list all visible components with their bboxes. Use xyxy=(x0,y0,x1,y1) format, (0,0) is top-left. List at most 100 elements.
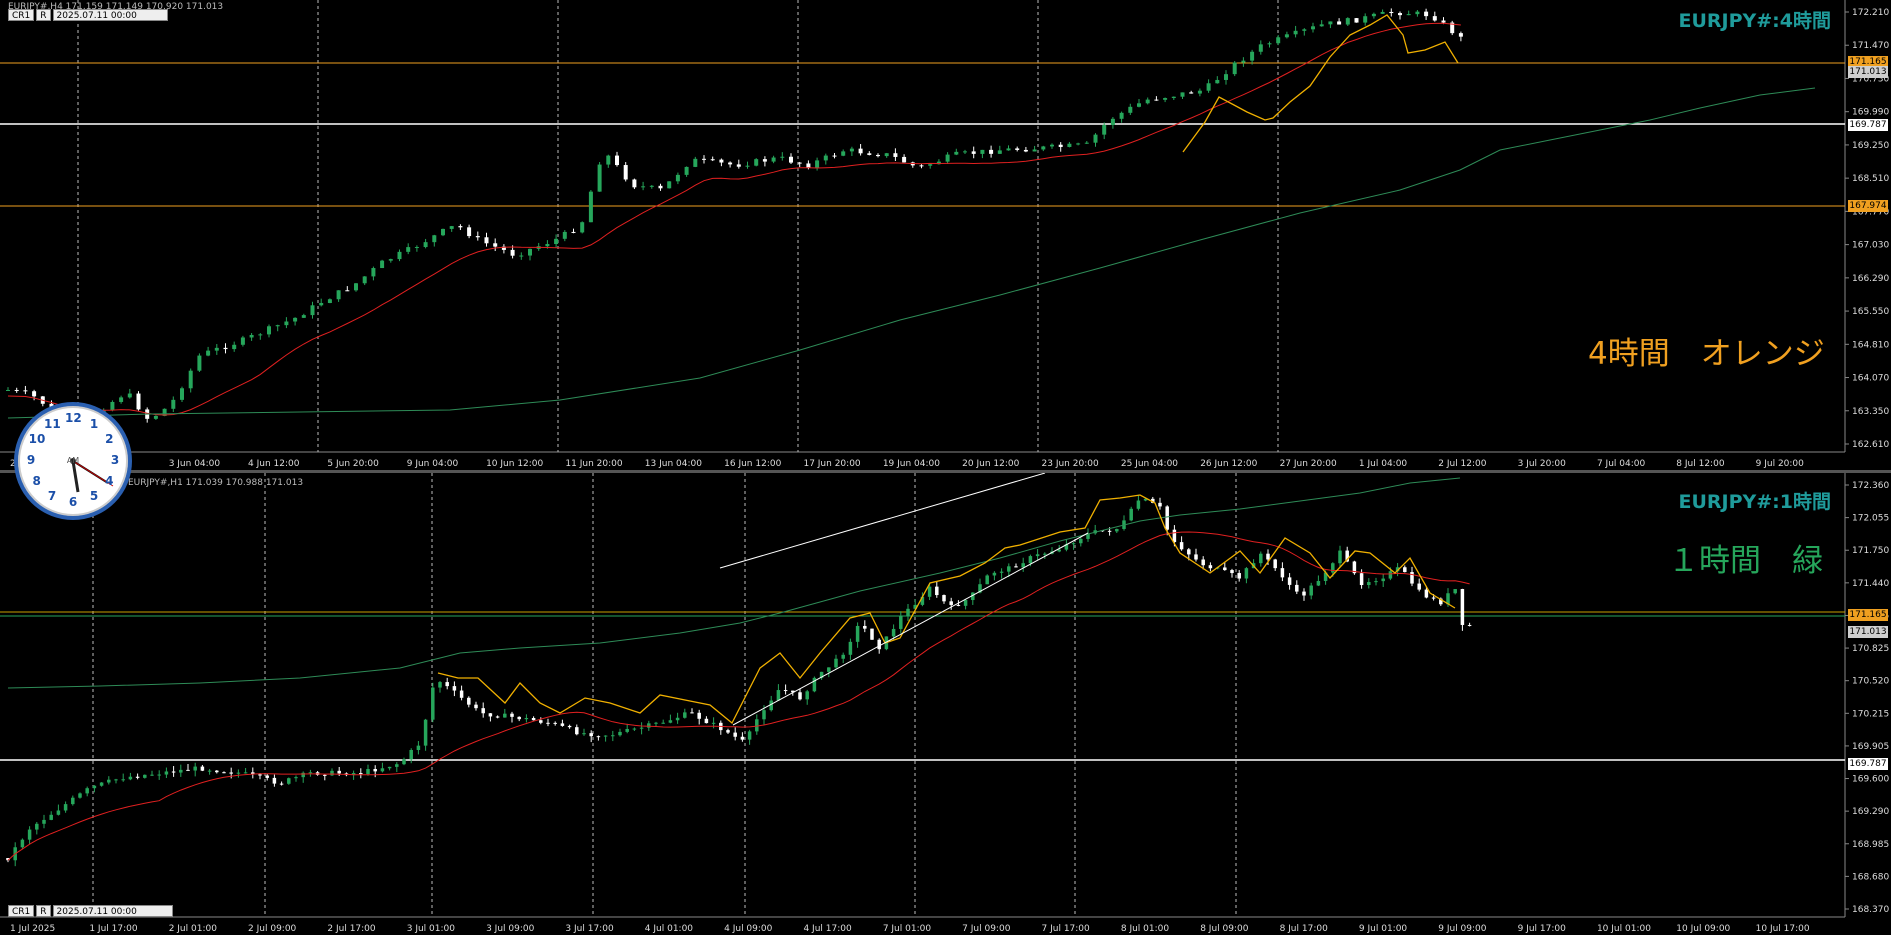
candle-body xyxy=(855,625,860,642)
candle-body xyxy=(675,174,680,182)
candle-body xyxy=(35,823,39,830)
candle-body xyxy=(1424,589,1429,598)
candle-body xyxy=(870,628,874,640)
r-tag[interactable]: R xyxy=(36,8,51,21)
cr1-tag[interactable]: CR1 xyxy=(8,8,35,21)
candle-body xyxy=(545,244,550,247)
candle-body xyxy=(441,228,445,236)
candle-body xyxy=(23,390,28,392)
candle-body xyxy=(1410,572,1414,584)
candle-body xyxy=(1417,583,1421,590)
candle-body xyxy=(554,238,559,245)
time-axis-label: 2 Jul 17:00 xyxy=(327,924,376,934)
h1-cr1-tag[interactable]: CR1 xyxy=(8,905,35,917)
candle-body xyxy=(1189,92,1194,94)
h1-r-tag[interactable]: R xyxy=(36,905,51,917)
time-axis-label: 20 Jun 12:00 xyxy=(962,459,1019,469)
candle-body xyxy=(42,819,46,824)
candle-body xyxy=(832,155,837,157)
candle-body xyxy=(789,156,793,163)
candle-body xyxy=(1398,13,1402,16)
time-axis-label: 26 Jun 12:00 xyxy=(1200,459,1257,469)
candle-body xyxy=(423,242,428,248)
candle-body xyxy=(553,722,557,724)
time-axis-label: 4 Jul 09:00 xyxy=(724,924,773,934)
candle-body xyxy=(891,628,896,637)
candle-body xyxy=(1381,578,1385,582)
candle-body xyxy=(467,227,472,237)
price-tag-171013: 171.013 xyxy=(1848,66,1888,78)
candle-body xyxy=(488,713,493,717)
price-axis-label: 169.905 xyxy=(1852,742,1889,752)
candle-body xyxy=(719,159,724,163)
candle-body xyxy=(510,249,515,256)
candle-body xyxy=(902,156,907,163)
h1-chart-canvas[interactable]: 172.360172.055171.750171.440171.135170.8… xyxy=(0,473,1891,935)
price-axis-label: 169.290 xyxy=(1852,807,1889,817)
candle-body xyxy=(1050,144,1054,147)
candle-body xyxy=(819,671,824,678)
candle-body xyxy=(1258,44,1263,52)
candle-body xyxy=(380,260,385,269)
candle-body xyxy=(780,156,785,158)
price-tag-169787: 169.787 xyxy=(1848,119,1888,131)
candle-body xyxy=(710,159,715,161)
h4-ohlc-text: EURJPY#,H4 171.159 171.149 170.920 171.0… xyxy=(8,1,224,12)
candle-body xyxy=(848,641,853,655)
candle-body xyxy=(119,397,124,402)
candle-body xyxy=(1206,83,1211,91)
moving-average-fast xyxy=(7,22,1461,416)
candle-body xyxy=(458,226,463,228)
candle-body xyxy=(20,839,25,848)
candle-body xyxy=(928,164,933,166)
candle-body xyxy=(762,159,767,162)
candle-body xyxy=(474,704,478,709)
candle-body xyxy=(580,222,585,233)
candle-body xyxy=(1284,34,1289,38)
candle-body xyxy=(783,690,788,692)
candle-body xyxy=(754,159,759,166)
candle-body xyxy=(589,733,593,737)
candle-body xyxy=(1380,11,1385,14)
pane-divider[interactable] xyxy=(0,470,1891,473)
h1-note-label: １時間 緑 xyxy=(1668,543,1823,579)
candle-body xyxy=(92,785,97,789)
h4-tag-row: CR1 R 2025.07.11 00:00 xyxy=(8,8,168,21)
candle-body xyxy=(1035,554,1040,557)
candle-body xyxy=(1023,149,1028,152)
time-axis-label: 7 Jul 17:00 xyxy=(1042,924,1091,934)
analog-clock-widget[interactable]: AM 12 1 2 3 4 5 6 7 8 9 10 11 xyxy=(14,402,132,520)
time-axis-label: 3 Jul 17:00 xyxy=(565,924,614,934)
clock-number: 9 xyxy=(26,453,36,467)
candle-body xyxy=(697,712,701,719)
candle-body xyxy=(980,149,985,154)
candle-body xyxy=(539,720,543,723)
candle-body xyxy=(956,604,961,606)
candle-body xyxy=(32,391,37,397)
candle-body xyxy=(162,408,167,416)
h1-price-tag-171165: 171.165 xyxy=(1848,609,1888,621)
candle-body xyxy=(301,772,305,778)
candle-body xyxy=(920,596,925,605)
candle-body xyxy=(56,810,61,815)
candle-body xyxy=(188,370,193,389)
h4-chart-canvas[interactable]: 172.210 171.470 170.730 169.990 169.250 168.5… xyxy=(0,0,1891,470)
clock-am-label: AM xyxy=(66,456,80,465)
clock-number: 6 xyxy=(68,495,78,509)
candle-body xyxy=(135,776,140,778)
time-axis-label: 9 Jul 20:00 xyxy=(1756,459,1805,469)
candle-body xyxy=(351,773,356,776)
candle-body xyxy=(301,315,306,318)
price-axis-label: 170.730 xyxy=(1852,74,1889,84)
candle-body xyxy=(258,774,262,776)
candle-body xyxy=(445,682,449,687)
candle-body xyxy=(1165,506,1169,530)
chart-pane-h4[interactable]: 172.210 171.470 170.730 169.990 169.250 168.5… xyxy=(0,0,1891,470)
price-axis-label: 169.250 xyxy=(1852,141,1889,151)
candle-body xyxy=(431,687,435,720)
candle-body xyxy=(945,154,950,162)
candle-body xyxy=(906,608,910,617)
candle-body xyxy=(1337,21,1342,25)
candle-body xyxy=(1293,30,1298,35)
chart-pane-h1[interactable]: 172.360172.055171.750171.440171.135170.8… xyxy=(0,473,1891,935)
